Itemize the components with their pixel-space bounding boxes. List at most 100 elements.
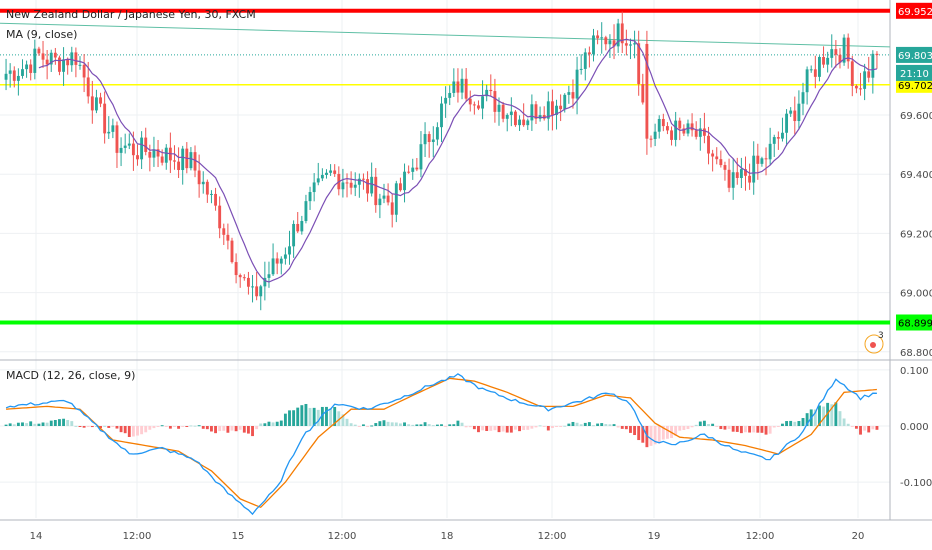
macd-histogram-bar [222,426,226,431]
candle-body [419,144,423,170]
candle-body [226,234,230,241]
macd-histogram-bar [33,423,37,426]
macd-histogram-bar [460,422,464,426]
candle-body [801,92,805,104]
macd-histogram-bar [431,425,435,427]
candle-body [16,75,20,81]
macd-histogram-bar [616,426,620,428]
macd-histogram-bar [312,407,316,426]
macd-histogram-bar [205,426,209,430]
moving-average-line[interactable] [38,38,878,283]
macd-histogram-bar [181,426,185,427]
candle-body [497,104,501,112]
price-tag-label: 69.952 [898,7,932,18]
macd-histogram-bar [505,426,509,433]
candle-body [267,274,271,278]
candle-body [271,258,275,275]
candle-body [8,70,12,74]
macd-histogram-bar [871,426,875,430]
trendline[interactable] [0,22,891,48]
macd-histogram-bar [238,426,242,430]
price-tag-label: 68.899 [898,318,932,329]
time-axis-tick: 12:00 [328,531,357,542]
macd-histogram-bar [768,426,772,434]
candle-body [140,137,144,160]
macd-histogram-bar [308,407,312,426]
macd-histogram-bar [735,426,739,432]
macd-histogram-bar [727,426,731,429]
candle-body [394,183,398,215]
macd-histogram-bar [246,426,250,434]
candle-body [25,64,29,70]
macd-histogram-bar [111,426,115,427]
macd-histogram-bar [103,425,107,427]
candle-body [583,52,587,69]
candle-body [329,170,333,173]
candle-body [53,52,57,58]
candle-body [103,103,107,134]
macd-histogram-bar [493,426,497,431]
macd-histogram-bar [633,426,637,436]
candle-body [793,110,797,122]
macd-line[interactable] [5,373,877,516]
macd-histogram-bar [292,410,296,426]
candle-body [817,57,821,77]
macd-histogram-bar [456,420,460,426]
candle-body [111,125,115,132]
candle-body [563,94,567,110]
candle-body [735,172,739,178]
macd-histogram-bar [90,426,94,428]
macd-histogram-bar [275,421,279,426]
time-axis-tick: 12:00 [123,531,152,542]
macd-histogram-bar [271,422,275,426]
macd-histogram-bar [674,426,678,436]
price-axis-tick: 69.400 [900,170,932,181]
macd-histogram-bar [214,426,217,434]
time-axis-tick: 20 [852,531,865,542]
candle-body [374,176,378,206]
macd-histogram-bar [242,426,246,433]
candle-body [698,128,702,137]
macd-histogram-bar [144,426,148,433]
candle-body [398,183,402,191]
macd-histogram-bar [813,409,817,426]
macd-histogram-bar [641,426,645,443]
candle-body [193,152,197,171]
macd-histogram-bar [210,426,213,432]
candle-body [781,132,784,139]
macd-histogram-bar [304,403,308,426]
candle-body [45,59,49,65]
candle-body [850,61,854,86]
candle-body [41,53,45,60]
macd-histogram-bar [119,426,123,433]
candle-body [670,130,673,140]
candle-body [649,138,653,140]
macd-signal-line[interactable] [6,377,877,509]
macd-histogram-bar [744,426,747,433]
macd-histogram-bar [629,426,632,433]
macd-histogram-bar [863,426,867,431]
events-badge-ring[interactable] [864,334,884,354]
candle-body [99,97,102,104]
candle-body [275,258,279,264]
candle-body [518,119,521,126]
candle-body [826,57,830,65]
macd-histogram-bar [407,424,411,426]
candle-body [522,119,526,126]
candle-body [464,78,468,99]
macd-histogram-bar [477,426,480,433]
candle-body [624,43,628,46]
candle-body [386,195,390,203]
macd-histogram-bar [518,426,521,432]
macd-histogram-bar [78,426,82,427]
macd-histogram-bar [678,426,682,431]
candle-body [715,156,719,160]
macd-histogram-bar [296,407,300,426]
candle-body [390,202,394,215]
macd-histogram-bar [830,404,834,426]
macd-histogram-bar [74,425,78,427]
macd-histogram-bar [489,426,493,431]
macd-histogram-bar [805,413,809,426]
macd-histogram-bar [173,426,176,427]
